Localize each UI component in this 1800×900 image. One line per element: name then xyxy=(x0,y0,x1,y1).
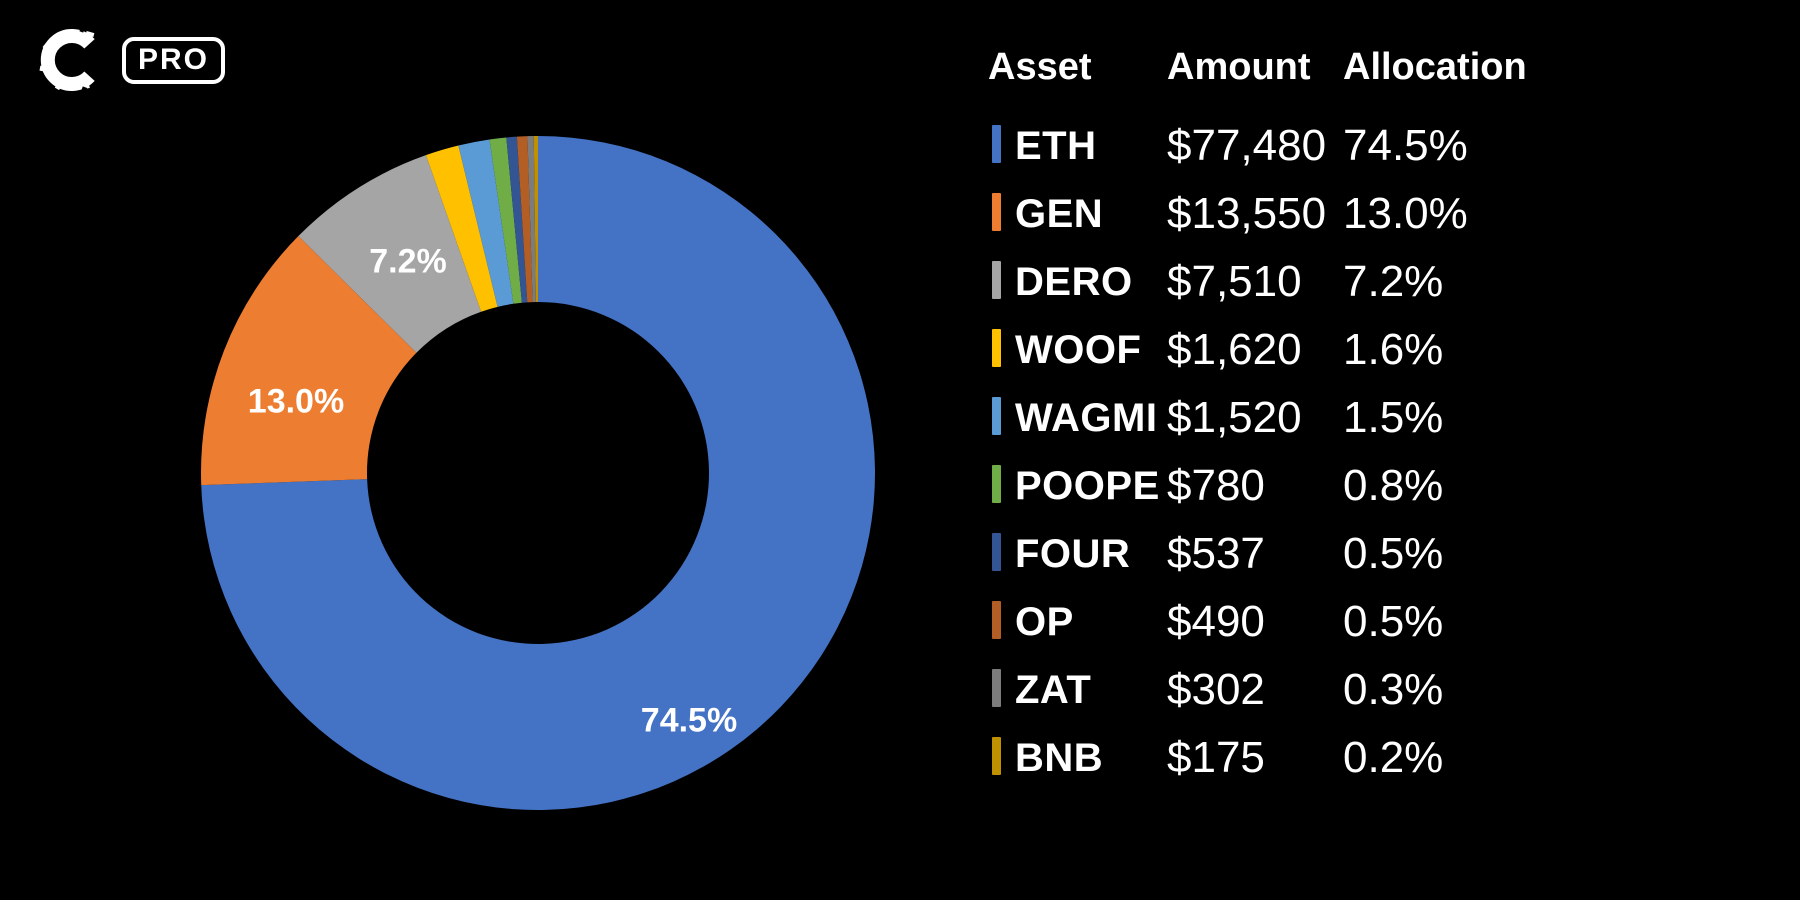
table-row: ETH $77,480 74.5% xyxy=(988,110,1548,178)
asset-name: ZAT xyxy=(1015,668,1092,712)
asset-amount: $537 xyxy=(1167,529,1265,578)
asset-color-marker xyxy=(992,261,1001,299)
table-row: BNB $175 0.2% xyxy=(988,722,1548,790)
pie-slice-gen xyxy=(200,236,417,486)
header-asset: Asset xyxy=(988,46,1092,88)
coinstats-c-icon xyxy=(39,27,95,93)
asset-amount: $7,510 xyxy=(1167,257,1302,306)
asset-allocation: 0.2% xyxy=(1343,733,1444,782)
pie-slice-wagmi xyxy=(458,139,514,307)
asset-allocation: 74.5% xyxy=(1343,121,1468,170)
table-row: WOOF $1,620 1.6% xyxy=(988,314,1548,382)
asset-amount: $175 xyxy=(1167,733,1265,782)
table-row: FOUR $537 0.5% xyxy=(988,518,1548,586)
asset-color-marker xyxy=(992,601,1001,639)
asset-allocation: 0.5% xyxy=(1343,529,1444,578)
pie-slice-zat xyxy=(527,136,536,303)
asset-name: ETH xyxy=(1015,124,1097,168)
pro-badge-label: PRO xyxy=(122,36,226,84)
asset-allocation: 1.6% xyxy=(1343,325,1444,374)
asset-amount: $13,550 xyxy=(1167,189,1327,238)
slice-label: 74.5% xyxy=(640,701,738,740)
asset-name: WAGMI xyxy=(1015,396,1158,440)
asset-color-marker xyxy=(992,669,1001,707)
table-row: ZAT $302 0.3% xyxy=(988,654,1548,722)
slice-label: 13.0% xyxy=(247,382,345,421)
asset-color-marker xyxy=(992,125,1001,163)
asset-amount: $490 xyxy=(1167,597,1265,646)
table-row: DERO $7,510 7.2% xyxy=(988,246,1548,314)
asset-amount: $302 xyxy=(1167,665,1265,714)
asset-name: POOPE xyxy=(1015,464,1160,508)
table-row: OP $490 0.5% xyxy=(988,586,1548,654)
asset-color-marker xyxy=(992,397,1001,435)
asset-name: BNB xyxy=(1015,736,1104,780)
asset-name: WOOF xyxy=(1015,328,1142,372)
asset-color-marker xyxy=(992,737,1001,775)
slice-label: 7.2% xyxy=(369,242,447,281)
pie-slice-poope xyxy=(489,137,522,304)
pie-slice-eth xyxy=(201,136,876,810)
asset-amount: $1,620 xyxy=(1167,325,1302,374)
asset-allocation: 13.0% xyxy=(1343,189,1468,238)
table-row: POOPE $780 0.8% xyxy=(988,450,1548,518)
asset-color-marker xyxy=(992,533,1001,571)
asset-allocation: 1.5% xyxy=(1343,393,1444,442)
asset-allocation: 0.8% xyxy=(1343,461,1444,510)
header-allocation: Allocation xyxy=(1343,46,1527,88)
logo: PRO xyxy=(36,24,226,96)
pie-slice-dero xyxy=(298,155,482,353)
asset-name: FOUR xyxy=(1015,532,1131,576)
asset-amount: $1,520 xyxy=(1167,393,1302,442)
asset-amount: $780 xyxy=(1167,461,1265,510)
asset-color-marker xyxy=(992,465,1001,503)
allocation-table: Asset Amount Allocation ETH $77,480 74.5% G… xyxy=(988,38,1548,790)
asset-allocation: 0.3% xyxy=(1343,665,1444,714)
asset-allocation: 7.2% xyxy=(1343,257,1444,306)
asset-amount: $77,480 xyxy=(1167,121,1327,170)
asset-color-marker xyxy=(992,193,1001,231)
pie-slice-bnb xyxy=(533,136,538,303)
pie-slice-woof xyxy=(425,145,498,312)
asset-allocation: 0.5% xyxy=(1343,597,1444,646)
table-row: GEN $13,550 13.0% xyxy=(988,178,1548,246)
pie-slice-four xyxy=(506,136,528,303)
table-row: WAGMI $1,520 1.5% xyxy=(988,382,1548,450)
pie-slice-op xyxy=(516,136,533,303)
asset-color-marker xyxy=(992,329,1001,367)
table-body: ETH $77,480 74.5% GEN $13,550 13.0% DERO $7,510… xyxy=(988,110,1548,790)
asset-name: GEN xyxy=(1015,192,1104,236)
asset-name: OP xyxy=(1015,600,1074,644)
header-amount: Amount xyxy=(1167,46,1311,88)
table-header-row: Asset Amount Allocation xyxy=(988,38,1548,110)
asset-name: DERO xyxy=(1015,260,1133,304)
